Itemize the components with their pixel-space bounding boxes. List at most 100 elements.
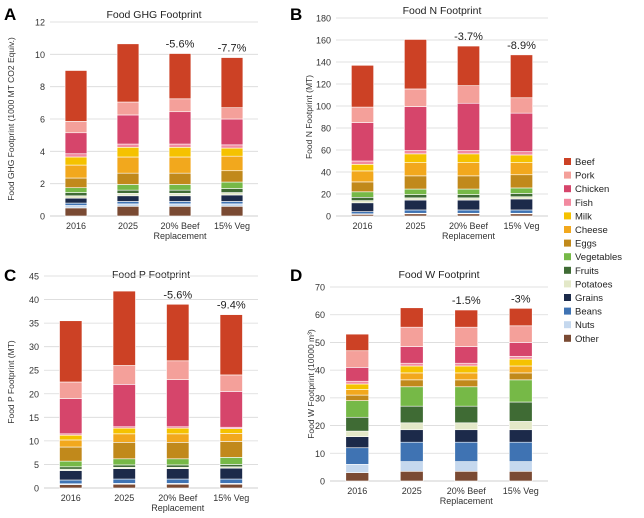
- bar-segment-beef: [219, 314, 243, 376]
- bar-segment-other: [116, 206, 140, 217]
- y-tick-label: 40: [321, 168, 331, 178]
- bar-segment-beef: [59, 320, 83, 383]
- bar-segment-potatoes: [404, 197, 427, 201]
- bar-segment-pork: [166, 360, 190, 380]
- bar-segment-cheese: [404, 162, 427, 177]
- bar-segment-pork: [509, 325, 533, 343]
- bar-segment-fish: [116, 143, 140, 148]
- panel-letter: C: [4, 266, 16, 285]
- panel-b: B Food N Footprint 0 20 40 60 80 100 120 140 160 18…: [290, 5, 548, 241]
- y-tick-label: 0: [40, 212, 45, 222]
- legend-label-vegetables: Vegetables: [575, 252, 622, 263]
- bar-segment-grains: [404, 199, 427, 211]
- bar-segment-beans: [351, 211, 374, 215]
- bar-segment-cheese: [59, 439, 83, 448]
- bar-segment-potatoes: [351, 200, 374, 204]
- x-tick-label: 15% Veg: [503, 221, 539, 231]
- bar-segment-cheese: [220, 155, 244, 172]
- bar-segment-pork: [510, 97, 533, 114]
- bar-segment-grains: [345, 436, 369, 449]
- bar-segment-cheese: [64, 164, 88, 179]
- legend: Beef Pork Chicken Fish Milk Cheese Eggs Vegetab…: [564, 157, 622, 345]
- bar-annotation: -5.6%: [163, 289, 192, 301]
- bar-segment-nuts: [220, 203, 244, 207]
- chart-title: Food N Footprint: [403, 5, 482, 17]
- bar-segment-milk: [168, 146, 192, 158]
- bar-segment-other: [64, 207, 88, 217]
- bar-segment-milk: [404, 153, 427, 163]
- y-axis-label: Food N Footprint (MT): [304, 75, 314, 159]
- x-tick-label: 20% Beef Replacement: [151, 493, 205, 513]
- bar-segment-pork: [404, 88, 427, 107]
- legend-label-fruits: Fruits: [575, 266, 599, 277]
- bar-segment-milk: [345, 383, 369, 390]
- bar-segment-fruits: [64, 192, 88, 197]
- bar-annotation: -1.5%: [452, 295, 481, 307]
- bar-segment-beef: [351, 65, 374, 108]
- bar-segment-beans: [509, 441, 533, 462]
- bar-segment-beans: [404, 209, 427, 214]
- bar-segment-fish: [510, 151, 533, 156]
- bar-segment-pork: [454, 326, 478, 347]
- bar-segment-eggs: [345, 394, 369, 401]
- bar-segment-fish: [351, 160, 374, 165]
- bar-segment-pork: [116, 101, 140, 116]
- y-tick-label: 160: [316, 36, 331, 46]
- legend-label-chicken: Chicken: [575, 184, 609, 195]
- y-axis-label: Food GHG Footprint (1000 MT CO2 Equiv.): [6, 37, 16, 201]
- bar-segment-fish: [509, 355, 533, 360]
- y-tick-label: 60: [321, 146, 331, 156]
- bar-segment-vegetables: [510, 187, 533, 194]
- y-tick-label: 35: [29, 319, 39, 329]
- bar-segment-chicken: [168, 111, 192, 145]
- y-tick-label: 30: [315, 393, 325, 403]
- bar-segment-nuts: [64, 205, 88, 209]
- y-axis-label: Food W Footprint (10000 m³): [306, 329, 316, 439]
- y-tick-label: 8: [40, 82, 45, 92]
- panel-letter: A: [4, 5, 16, 24]
- y-tick-label: 5: [34, 460, 39, 470]
- bar-segment-cheese: [457, 162, 480, 177]
- chart-title: Food GHG Footprint: [106, 9, 201, 21]
- y-tick-label: 20: [29, 389, 39, 399]
- bar-segment-pork: [168, 98, 192, 113]
- bar-segment-fruits: [404, 194, 427, 199]
- bar-segment-fish: [345, 380, 369, 385]
- bar-segment-vegetables: [457, 188, 480, 195]
- bar-segment-milk: [116, 146, 140, 158]
- bar-segment-nuts: [400, 461, 424, 472]
- bar-segment-cheese: [116, 156, 140, 174]
- bar-segment-fruits: [509, 401, 533, 422]
- bar-segment-potatoes: [220, 192, 244, 196]
- y-tick-label: 120: [316, 80, 331, 90]
- bar-segment-eggs: [219, 441, 243, 458]
- legend-label-milk: Milk: [575, 211, 592, 222]
- bar-segment-beans: [400, 441, 424, 462]
- bar-segment-milk: [454, 365, 478, 374]
- bar-segment-vegetables: [345, 400, 369, 418]
- bar-segment-beef: [404, 39, 427, 90]
- bar-segment-fish: [454, 362, 478, 367]
- bar-segment-cheese: [400, 372, 424, 381]
- bar-segment-fruits: [345, 416, 369, 432]
- bar-segment-chicken: [59, 398, 83, 435]
- bar-segment-fish: [400, 362, 424, 367]
- bar-segment-other: [510, 213, 533, 217]
- legend-label-potatoes: Potatoes: [575, 279, 613, 290]
- x-tick-label: 15% Veg: [214, 221, 250, 231]
- bar-segment-vegetables: [166, 458, 190, 466]
- bar-segment-fruits: [168, 189, 192, 194]
- y-tick-label: 40: [315, 366, 325, 376]
- bar-segment-nuts: [345, 464, 369, 473]
- bar-segment-other: [454, 470, 478, 482]
- bar-segment-nuts: [454, 461, 478, 472]
- bar-segment-other: [400, 470, 424, 482]
- bar-annotation: -7.7%: [218, 43, 247, 55]
- legend-swatch-milk: [564, 212, 571, 220]
- legend-swatch-chicken: [564, 185, 571, 193]
- bar-segment-beef: [510, 54, 533, 99]
- bar-segment-fruits: [219, 464, 243, 468]
- bar-segment-beef: [454, 309, 478, 328]
- legend-swatch-fish: [564, 198, 571, 206]
- y-tick-label: 0: [320, 477, 325, 487]
